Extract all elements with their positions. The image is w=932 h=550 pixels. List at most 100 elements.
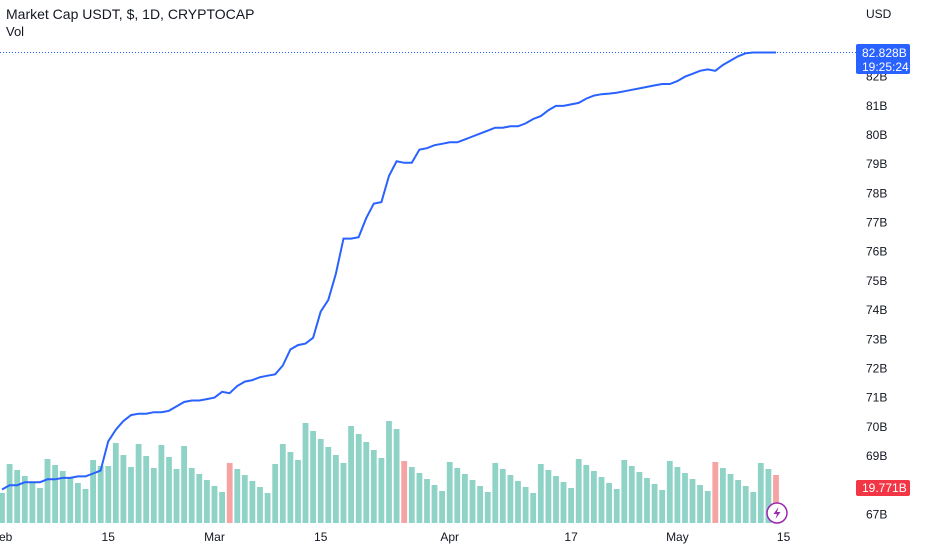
volume-bar [135, 444, 142, 523]
volume-bar [120, 455, 127, 523]
y-tick-label: 72B [866, 361, 887, 375]
volume-bar [644, 478, 650, 523]
x-tick-label: May [666, 530, 689, 544]
volume-bar [757, 463, 764, 523]
volume-bar [14, 470, 21, 523]
x-tick-label: 15 [777, 530, 791, 544]
volume-bar [439, 491, 445, 523]
volume-bar [204, 480, 210, 523]
volume-bar [340, 463, 347, 523]
volume-bars [0, 421, 779, 523]
volume-bar [773, 475, 779, 523]
volume-bar [348, 426, 354, 523]
volume-bar [105, 466, 112, 523]
volume-bar [59, 471, 66, 523]
volume-bar [735, 480, 741, 523]
volume-bar [598, 477, 605, 523]
volume-bar [226, 463, 233, 523]
volume-bar [537, 464, 544, 523]
volume-bar [720, 468, 726, 523]
volume-bar [651, 484, 658, 523]
x-axis[interactable]: Feb 15 Mar 15 Apr 17 May 15 [0, 530, 791, 544]
volume-bar [446, 462, 453, 523]
y-tick-label: 77B [866, 216, 887, 230]
volume-bar [302, 423, 309, 523]
volume-value-text: 19.771B [862, 481, 907, 495]
x-tick-label: 15 [314, 530, 328, 544]
volume-bar [386, 421, 392, 523]
volume-bar [454, 468, 461, 523]
volume-bar [82, 489, 89, 523]
volume-bar [628, 466, 635, 523]
y-tick-label: 78B [866, 186, 887, 200]
volume-bar [659, 490, 666, 523]
volume-bar [606, 483, 612, 523]
volume-bar [469, 480, 476, 523]
volume-bar [553, 476, 559, 523]
countdown-text: 19:25:24 [862, 60, 909, 74]
volume-bar [522, 487, 529, 523]
volume-bar [568, 488, 574, 523]
y-tick-label: 67B [866, 507, 887, 521]
volume-bar [295, 460, 301, 523]
volume-bar [499, 469, 506, 523]
y-tick-label: 71B [866, 391, 887, 405]
volume-bar [6, 464, 13, 523]
volume-bar [682, 473, 688, 523]
volume-bar [21, 476, 28, 523]
volume-bar [241, 475, 248, 523]
y-tick-label: 76B [866, 245, 887, 259]
volume-bar [44, 459, 51, 523]
volume-bar [704, 491, 711, 523]
volume-bar [370, 450, 377, 523]
volume-bar [173, 469, 180, 523]
volume-bar [689, 479, 696, 523]
volume-bar [333, 455, 339, 523]
volume-bar [507, 475, 514, 523]
volume-bar [393, 429, 400, 523]
volume-bar [287, 452, 294, 523]
lightning-bolt-icon[interactable] [766, 502, 788, 524]
volume-bar [97, 466, 104, 523]
volume-bar [575, 459, 582, 523]
volume-bar [310, 431, 316, 523]
volume-bar [0, 493, 5, 523]
volume-bar [181, 446, 187, 523]
volume-bar [196, 474, 203, 523]
volume-bar [583, 465, 590, 523]
currency-label[interactable]: USD [866, 7, 892, 21]
volume-bar [234, 469, 241, 523]
volume-bar [363, 442, 370, 523]
last-value-badge: 82.828B 19:25:24 [856, 44, 910, 74]
volume-bar [264, 493, 271, 523]
y-tick-label: 69B [866, 449, 887, 463]
volume-bar [52, 465, 58, 523]
volume-bar [211, 486, 218, 523]
y-axis[interactable]: 67B68B69B70B71B72B73B74B75B76B77B78B79B8… [866, 70, 887, 522]
volume-bar [666, 461, 673, 523]
volume-bar [560, 482, 567, 523]
volume-bar [279, 444, 286, 523]
volume-bar [530, 493, 537, 523]
volume-bar [697, 485, 703, 523]
volume-bar [401, 461, 408, 523]
chart-title: Market Cap USDT, $, 1D, CRYPTOCAP [6, 6, 255, 22]
volume-bar [158, 445, 165, 523]
volume-bar [150, 468, 157, 523]
volume-bar [67, 477, 74, 523]
x-tick-label: Feb [0, 530, 13, 544]
volume-bar [325, 447, 332, 523]
volume-bar [29, 482, 36, 523]
volume-bar [727, 474, 734, 523]
volume-bar [75, 483, 81, 523]
volume-bar [249, 481, 256, 523]
volume-bar [492, 463, 499, 523]
volume-bar [765, 469, 772, 523]
volume-bar [545, 470, 552, 523]
volume-bar [37, 488, 43, 523]
y-tick-label: 74B [866, 303, 887, 317]
volume-bar [431, 485, 438, 523]
volume-indicator-label[interactable]: Vol [6, 24, 25, 39]
volume-bar [355, 434, 362, 523]
